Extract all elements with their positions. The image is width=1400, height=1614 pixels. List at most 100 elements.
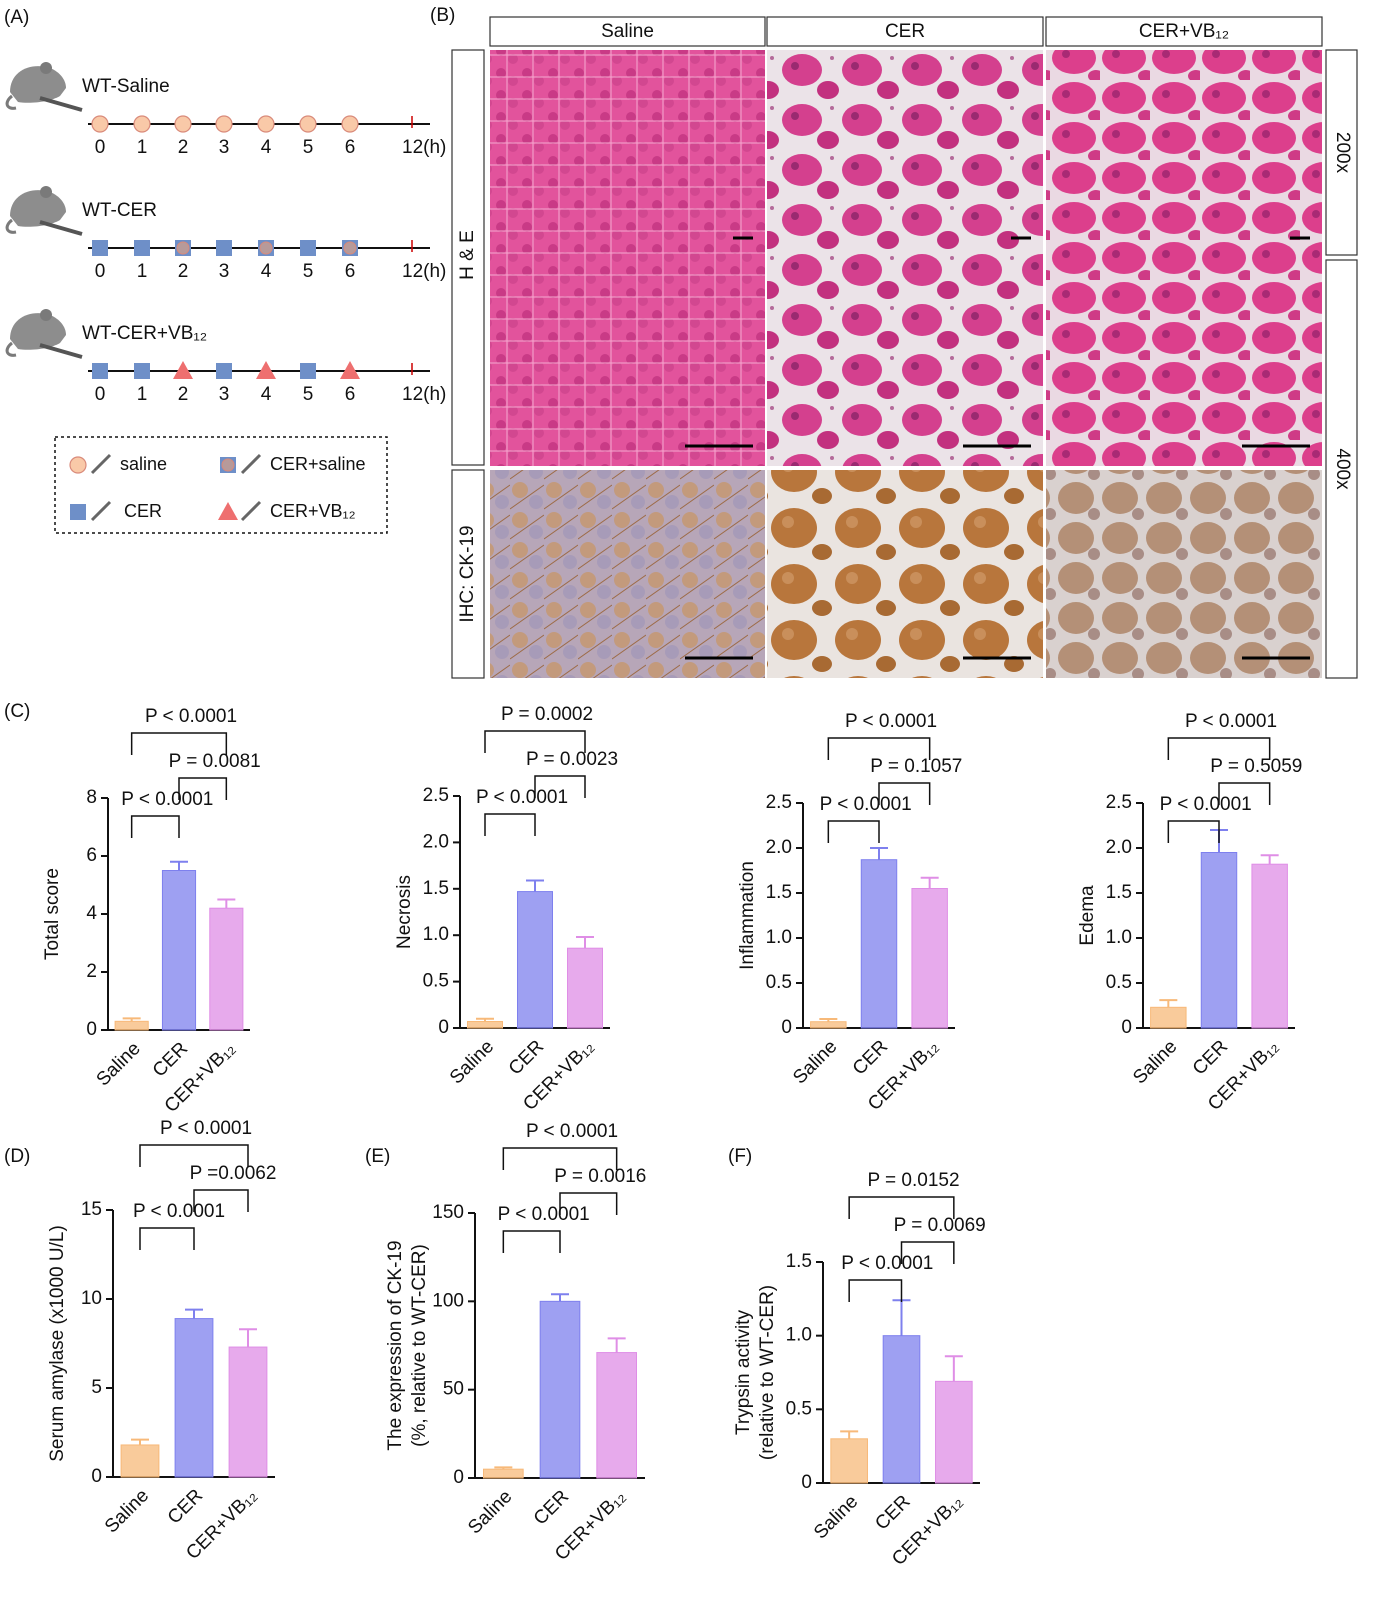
stain-label-box [451,49,485,466]
x-tick-label: CER [530,1486,573,1529]
column-header: Saline [601,21,654,42]
p-value: P = 0.0069 [894,1215,986,1236]
mouse-tail [5,94,17,110]
error-bar [607,1337,626,1353]
y-tick-label: 0 [781,1017,792,1038]
micrograph [1046,470,1322,678]
p-value: P = 0.0002 [501,704,593,725]
micrograph [490,258,765,466]
significance-bracket [848,1196,955,1219]
significance-bracket [193,1189,249,1212]
micrograph [767,470,1043,678]
y-tick-label: 2.5 [1106,792,1132,813]
p-value: P < 0.0001 [133,1201,225,1222]
bar [830,1438,868,1484]
column-header: CER [885,21,925,42]
panel-label: (C) [4,701,30,722]
cer-saline-marker-inner [343,241,357,255]
micrograph [490,50,765,258]
error-bar [217,898,236,909]
y-tick-label: 15 [81,1199,102,1220]
timepoint-label: 4 [261,137,272,158]
mouse-ear [40,186,52,198]
y-tick-label: 10 [81,1288,102,1309]
vb12-marker [218,502,238,520]
bar [567,947,603,1029]
x-tick-label: CER [149,1038,192,1081]
saline-marker [174,115,192,133]
panel-label: (B) [430,5,455,26]
error-bar [131,1438,149,1445]
error-bar [494,1466,513,1470]
significance-bracket [484,730,586,753]
mouse-body [10,190,66,227]
magnification-box [1325,259,1358,679]
y-tick-label: 2.0 [1106,837,1132,858]
legend-label: CER+saline [270,454,366,474]
y-tick-label: 0 [91,1466,102,1487]
vb12-marker [256,361,276,379]
y-tick-label: 2 [86,961,97,982]
timepoint-label: 5 [303,384,314,405]
saline-marker [299,115,317,133]
significance-bracket [827,820,880,843]
bar [1200,852,1238,1029]
mouse-tail [5,341,17,357]
y-axis-label: (relative to WT-CER) [757,1285,778,1460]
significance-bracket [534,775,586,798]
p-value: P = 0.0023 [526,749,618,770]
y-tick-label: 1.0 [1106,927,1132,948]
x-tick-label: CER [1189,1036,1232,1079]
significance-bracket [502,1147,618,1170]
p-value: P = 0.1057 [870,756,962,777]
y-tick-label: 0.5 [766,972,792,993]
error-bar [840,1430,859,1439]
x-tick-label: Saline [1129,1036,1181,1088]
magnification-box [1325,49,1358,256]
p-value: P = 0.0016 [554,1166,646,1187]
significance-bracket [139,1144,249,1167]
cer-marker [216,363,232,379]
syringe-icon [240,500,262,522]
column-header-box [1045,16,1323,47]
timepoint-label: 12(h) [402,261,446,282]
legend-label: CER [124,501,162,521]
mouse-ear [40,62,52,74]
y-tick-label: 5 [91,1377,102,1398]
x-tick-label: Saline [789,1036,841,1088]
p-value: P < 0.0001 [145,706,237,727]
error-bar [920,876,939,889]
p-value: P < 0.0001 [476,787,568,808]
timepoint-label: 3 [219,384,230,405]
error-bar [170,860,188,871]
timepoint-label: 6 [345,384,356,405]
p-value: P < 0.0001 [498,1204,590,1225]
x-tick-label: Saline [446,1036,498,1088]
y-axis-label: The expression of CK-19 [385,1240,406,1450]
y-tick-label: 0 [438,1017,449,1038]
p-value: P < 0.0001 [121,789,213,810]
cer-saline-marker-inner [221,458,235,472]
timepoint-label: 0 [95,384,106,405]
y-axis-label: Trypsin activity [733,1310,754,1435]
cer-marker [134,363,150,379]
syringe-icon [90,500,112,522]
mouse-icon [5,186,83,236]
mouse-icon [5,309,83,359]
x-tick-label: Saline [810,1491,862,1543]
timepoint-label: 3 [219,137,230,158]
y-tick-label: 2.0 [423,831,449,852]
y-tick-label: 100 [432,1290,464,1311]
bar [810,1021,847,1029]
x-tick-label: Saline [101,1485,153,1537]
x-tick-label: CER [849,1036,892,1079]
significance-bracket [178,777,228,800]
bar [1251,863,1288,1029]
p-value: P < 0.0001 [845,711,937,732]
mouse-icon [5,62,83,112]
y-tick-label: 1.0 [766,927,792,948]
panel-label: (E) [365,1146,390,1167]
significance-bracket [848,1279,903,1302]
timepoint-label: 12(h) [402,384,446,405]
significance-bracket [130,732,228,755]
